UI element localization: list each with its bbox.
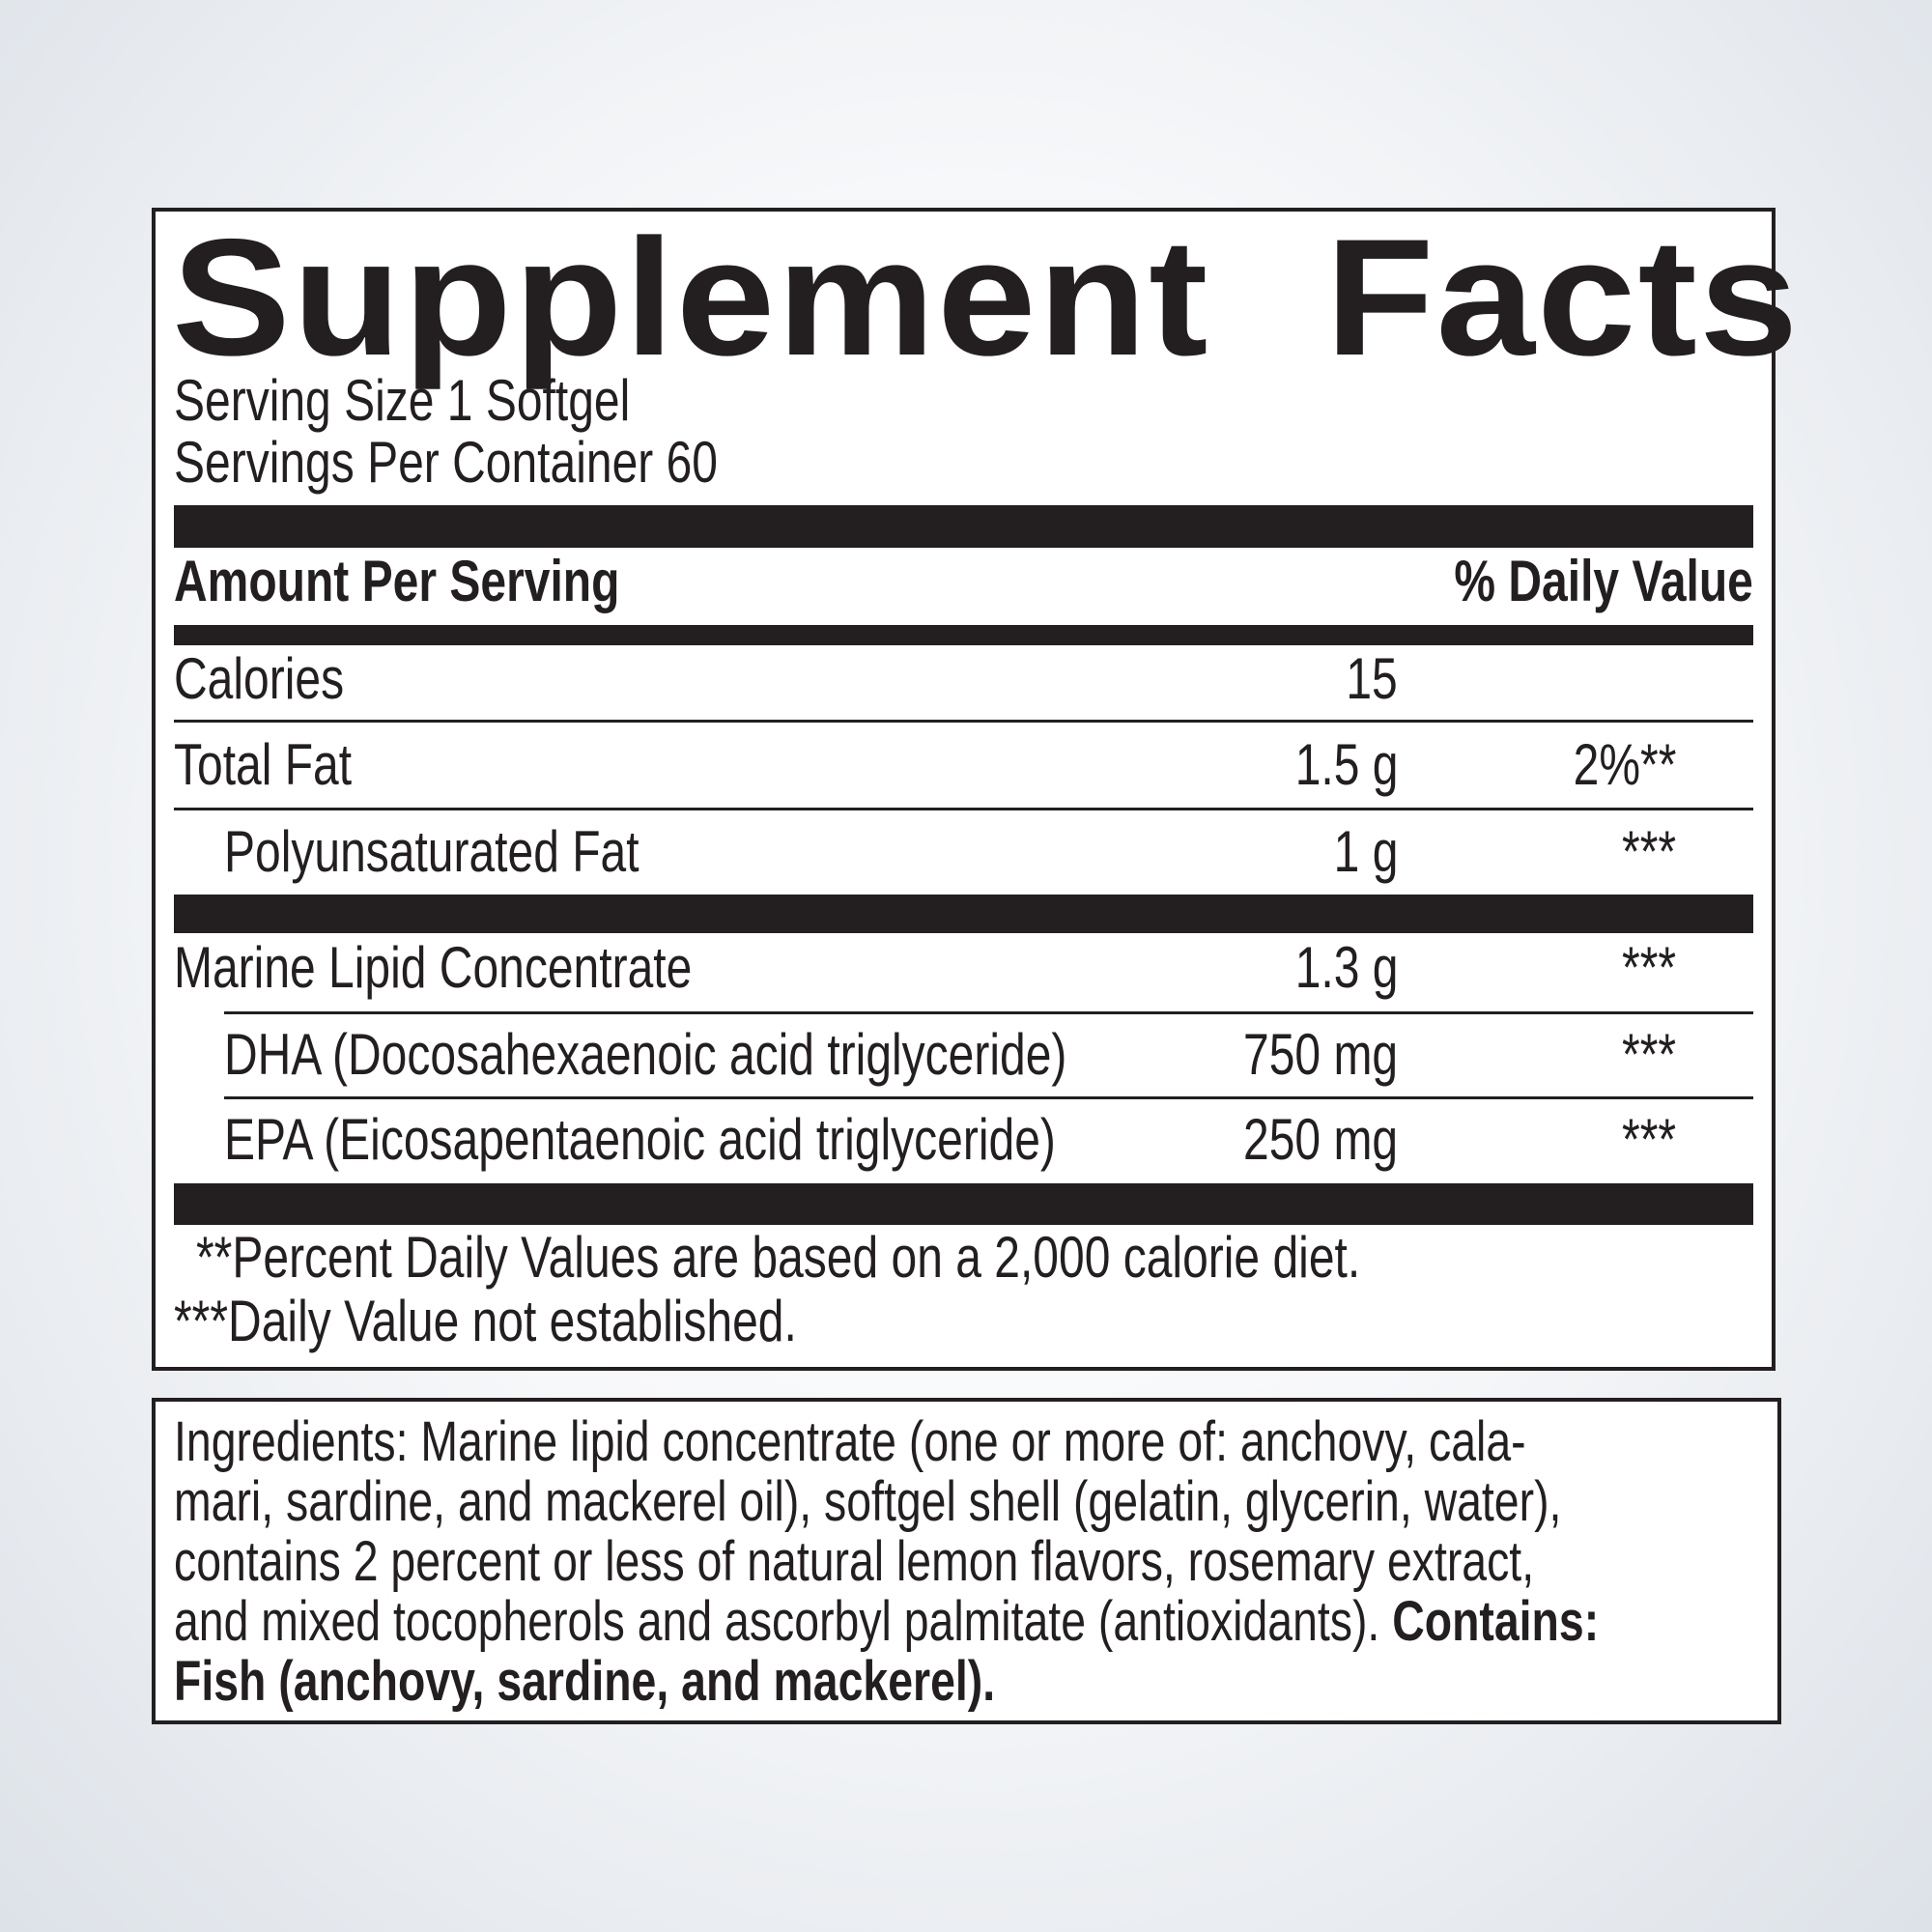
row-divider bbox=[174, 808, 1753, 810]
header-amount-per-serving: Amount Per Serving bbox=[174, 549, 620, 613]
thick-divider bbox=[174, 1183, 1753, 1225]
ingredients-line: and mixed tocopherols and ascorbyl palmi… bbox=[174, 1592, 1599, 1652]
thick-divider bbox=[174, 895, 1753, 933]
title-supplement: Supplement bbox=[172, 205, 1210, 390]
ingredients-panel bbox=[152, 1398, 1781, 1724]
row-amount-polyunsaturated-fat: 1 g bbox=[1333, 819, 1398, 884]
medium-divider bbox=[174, 625, 1753, 645]
serving-size: Serving Size 1 Softgel bbox=[174, 368, 631, 433]
row-name-epa: EPA (Eicosapentaenoic acid triglyceride) bbox=[224, 1107, 1056, 1172]
row-divider bbox=[224, 1096, 1753, 1099]
footnote-percent-dv: **Percent Daily Values are based on a 2,… bbox=[196, 1225, 1361, 1290]
row-name-polyunsaturated-fat: Polyunsaturated Fat bbox=[224, 819, 639, 884]
row-name-calories: Calories bbox=[174, 646, 345, 711]
row-divider bbox=[174, 720, 1753, 723]
title-facts: Facts bbox=[1325, 205, 1801, 390]
row-dv-total-fat: 2%** bbox=[1573, 732, 1676, 797]
footnote-dv-not-established: ***Daily Value not established. bbox=[174, 1289, 797, 1353]
ingredients-line: contains 2 percent or less of natural le… bbox=[174, 1530, 1535, 1593]
ingredients-line-text: and mixed tocopherols and ascorbyl palmi… bbox=[174, 1590, 1393, 1653]
row-amount-total-fat: 1.5 g bbox=[1294, 732, 1398, 797]
ingredients-line: Ingredients: Marine lipid concentrate (o… bbox=[174, 1410, 1526, 1473]
header-daily-value: % Daily Value bbox=[1454, 549, 1754, 613]
row-amount-calories: 15 bbox=[1346, 646, 1398, 711]
servings-per-container: Servings Per Container 60 bbox=[174, 430, 718, 495]
contains-label: Contains: bbox=[1392, 1590, 1600, 1653]
row-amount-marine-lipid: 1.3 g bbox=[1294, 935, 1398, 1000]
ingredients-line: mari, sardine, and mackerel oil), softge… bbox=[174, 1470, 1562, 1533]
row-name-dha: DHA (Docosahexaenoic acid triglyceride) bbox=[224, 1022, 1067, 1087]
ingredients-text: Ingredients: Marine lipid concentrate (o… bbox=[174, 1412, 1599, 1712]
row-dv-polyunsaturated-fat: *** bbox=[1621, 819, 1676, 884]
row-name-total-fat: Total Fat bbox=[174, 732, 353, 797]
allergen-statement: Fish (anchovy, sardine, and mackerel). bbox=[174, 1650, 996, 1713]
row-dv-epa: *** bbox=[1621, 1107, 1676, 1172]
row-dv-marine-lipid: *** bbox=[1621, 935, 1676, 1000]
thick-divider bbox=[174, 505, 1753, 548]
row-dv-dha: *** bbox=[1621, 1022, 1676, 1087]
row-amount-dha: 750 mg bbox=[1242, 1022, 1398, 1087]
row-amount-epa: 250 mg bbox=[1242, 1107, 1398, 1172]
supplement-facts-panel bbox=[152, 208, 1776, 1371]
row-name-marine-lipid: Marine Lipid Concentrate bbox=[174, 935, 693, 1000]
row-divider bbox=[224, 1011, 1753, 1014]
